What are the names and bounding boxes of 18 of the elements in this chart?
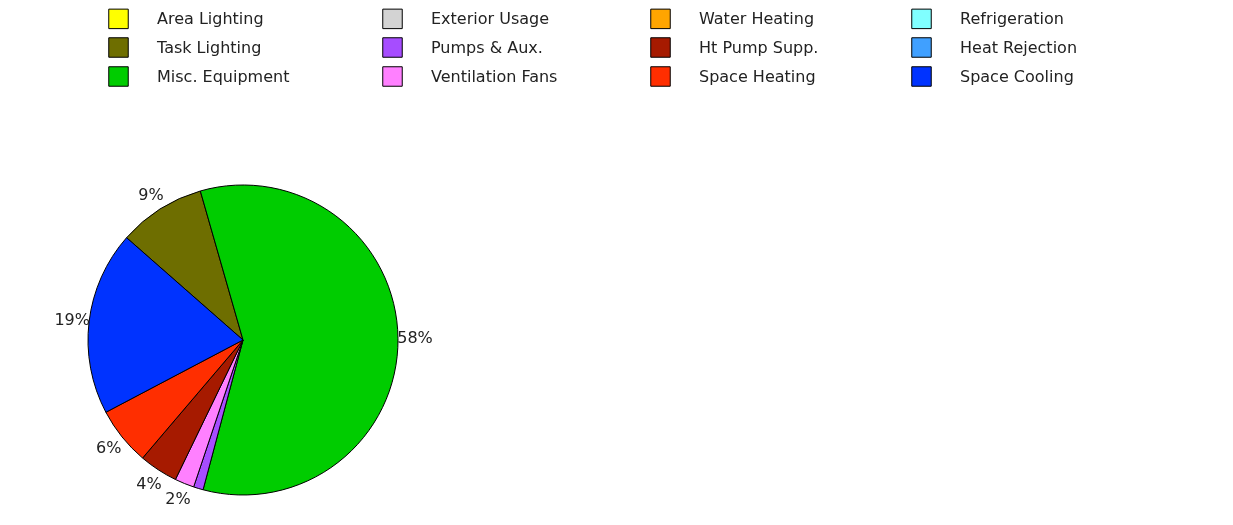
data-label: 19% <box>54 309 90 329</box>
legend-label: Ventilation Fans <box>431 66 558 86</box>
legend-label: Misc. Equipment <box>157 66 290 86</box>
legend-label: Pumps & Aux. <box>431 37 543 57</box>
data-label: 6% <box>96 437 122 457</box>
legend-label: Exterior Usage <box>431 8 550 28</box>
legend-label: Water Heating <box>699 8 815 28</box>
data-label: 4% <box>136 474 162 494</box>
legend-label: Heat Rejection <box>960 37 1078 57</box>
legend-label: Refrigeration <box>960 8 1064 28</box>
legend-label: Area Lighting <box>157 8 264 28</box>
legend-label: Task Lighting <box>156 37 262 57</box>
legend-label: Ht Pump Supp. <box>699 37 819 57</box>
data-label: 2% <box>165 489 191 509</box>
legend-label: Space Heating <box>699 66 816 86</box>
legend-label: Space Cooling <box>960 66 1074 86</box>
data-label: 58% <box>397 328 433 348</box>
data-label: 9% <box>138 184 164 204</box>
